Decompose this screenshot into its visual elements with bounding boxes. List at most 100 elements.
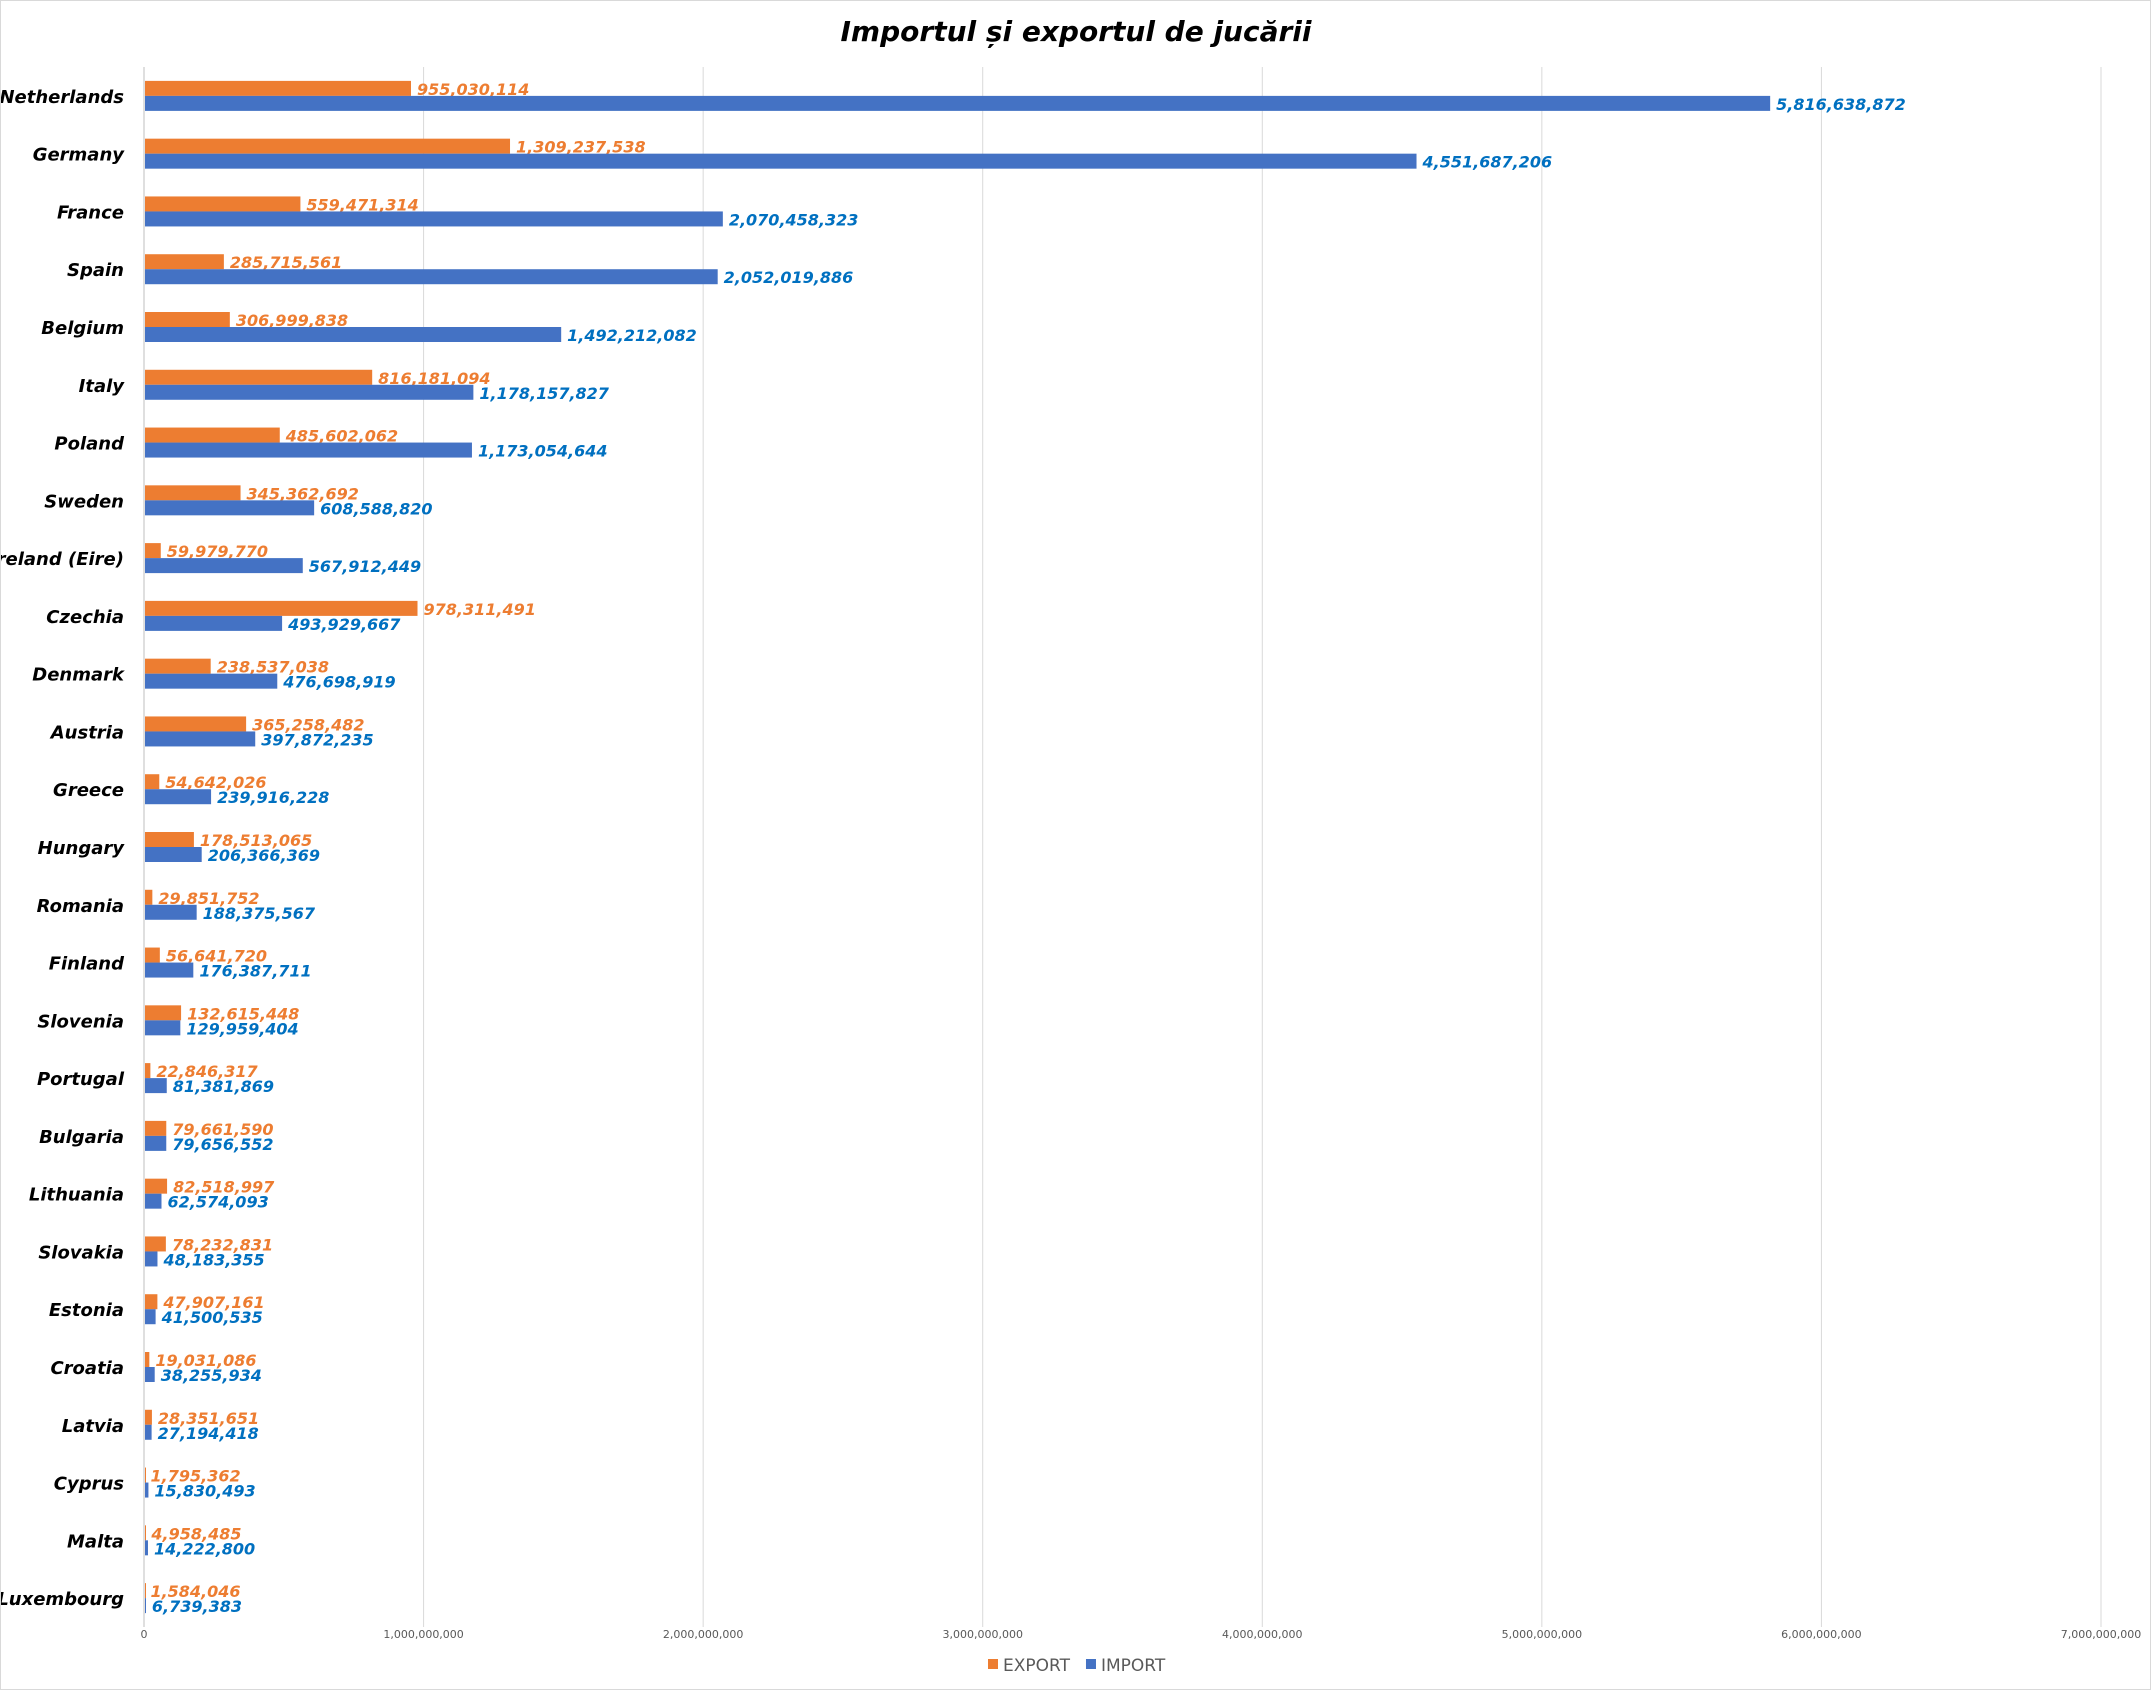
bar-export xyxy=(145,832,194,847)
data-label-export: 56,641,720 xyxy=(166,947,267,966)
bar-export xyxy=(145,1583,146,1599)
bar-import xyxy=(145,1135,167,1151)
bar-export xyxy=(145,1005,182,1021)
data-label-export: 955,030,114 xyxy=(417,80,529,99)
bar-export xyxy=(145,716,247,732)
bar-import xyxy=(145,1309,156,1325)
data-label-import: 27,194,418 xyxy=(158,1424,259,1443)
data-label-import: 567,912,449 xyxy=(309,557,421,576)
data-label-import: 176,387,711 xyxy=(199,962,311,981)
legend-swatch xyxy=(988,1659,998,1669)
category-labels: Netherlands Germany France Spain Belgium Ital… xyxy=(0,87,126,1610)
bar-import xyxy=(145,1251,158,1267)
category-label: Belgium xyxy=(41,318,124,339)
data-label-export: 79,661,590 xyxy=(172,1120,273,1139)
gridlines xyxy=(143,67,2102,1627)
bar-import xyxy=(145,153,1417,169)
bar-export xyxy=(145,543,161,559)
category-label: Estonia xyxy=(49,1300,124,1321)
category-label: Poland xyxy=(54,434,125,455)
bar-export xyxy=(145,889,153,905)
bar-import xyxy=(145,1078,167,1094)
category-label: Croatia xyxy=(50,1358,124,1379)
category-label: Cyprus xyxy=(54,1474,125,1495)
data-label-export: 485,602,062 xyxy=(285,427,398,446)
bar-export xyxy=(145,1236,166,1252)
category-label: Czechia xyxy=(46,607,124,628)
data-label-export: 132,615,448 xyxy=(187,1004,299,1023)
data-label-import: 1,178,157,827 xyxy=(479,384,609,403)
x-tick-label: 0 xyxy=(141,1628,148,1641)
data-label-import: 2,052,019,886 xyxy=(724,268,854,287)
bar-export xyxy=(145,254,224,270)
bar-import xyxy=(145,442,472,458)
data-label-import: 81,381,869 xyxy=(173,1077,274,1096)
bar-export xyxy=(145,1409,152,1425)
data-label-export: 1,795,362 xyxy=(151,1467,241,1486)
category-label: Hungary xyxy=(38,838,126,859)
data-label-export: 178,513,065 xyxy=(200,831,312,850)
bar-import xyxy=(145,95,1771,111)
category-label: Slovenia xyxy=(37,1011,124,1032)
data-label-export: 47,907,161 xyxy=(162,1293,264,1312)
data-label-export: 82,518,997 xyxy=(173,1178,275,1197)
data-label-export: 1,309,237,538 xyxy=(516,138,646,157)
category-label: Romania xyxy=(37,896,124,917)
data-label-export: 22,846,317 xyxy=(156,1062,258,1081)
bar-export xyxy=(145,1178,168,1194)
bar-export xyxy=(145,774,160,790)
category-label: Ireland (Eire) xyxy=(1,549,124,570)
category-label: Sweden xyxy=(44,491,124,512)
data-label-import: 48,183,355 xyxy=(162,1250,264,1269)
category-label: Bulgaria xyxy=(39,1127,124,1148)
category-label: Greece xyxy=(53,780,124,801)
data-label-export: 238,537,038 xyxy=(217,658,329,677)
bar-export xyxy=(145,369,373,385)
bar-import xyxy=(145,847,202,862)
bar-import xyxy=(145,558,303,574)
bar-import xyxy=(145,789,212,805)
bar-export xyxy=(145,1467,146,1483)
data-label-export: 4,958,485 xyxy=(150,1524,241,1543)
data-label-import: 14,222,800 xyxy=(154,1539,255,1558)
bar-export xyxy=(145,427,280,443)
bar-import xyxy=(145,962,194,978)
category-label: Portugal xyxy=(37,1069,125,1090)
category-label: Malta xyxy=(67,1531,124,1552)
bar-import xyxy=(145,615,283,631)
category-label: Germany xyxy=(33,145,126,166)
x-tick-label: 6,000,000,000 xyxy=(1781,1628,1861,1641)
legend: EXPORT IMPORT xyxy=(988,1656,1166,1676)
data-label-import: 397,872,235 xyxy=(261,730,373,749)
category-label: Finland xyxy=(49,954,125,975)
x-tick-label: 5,000,000,000 xyxy=(1502,1628,1582,1641)
data-label-export: 28,351,651 xyxy=(158,1409,259,1428)
legend-label: EXPORT xyxy=(1003,1656,1071,1676)
data-label-import: 206,366,369 xyxy=(208,846,320,865)
data-label-import: 41,500,535 xyxy=(161,1308,263,1327)
bar-import xyxy=(145,1193,162,1209)
bar-export xyxy=(145,312,230,327)
category-label: Latvia xyxy=(62,1416,124,1437)
x-tick-label: 2,000,000,000 xyxy=(663,1628,743,1641)
bar-export xyxy=(145,658,211,674)
data-label-export: 285,715,561 xyxy=(230,253,342,272)
bar-export xyxy=(145,1063,151,1079)
bar-export xyxy=(145,138,511,154)
chart-title: Importul și exportul de jucării xyxy=(841,15,1312,48)
data-label-import: 1,173,054,644 xyxy=(478,442,608,461)
data-label-import: 6,739,383 xyxy=(152,1597,242,1616)
x-tick-labels: 0 1,000,000,000 2,000,000,000 3,000,000,000… xyxy=(141,1628,2142,1641)
bar-import xyxy=(145,269,718,285)
data-label-import: 79,656,552 xyxy=(172,1135,273,1154)
bar-import xyxy=(145,1540,148,1556)
data-label-export: 1,584,046 xyxy=(150,1582,240,1601)
bar-export xyxy=(145,947,160,963)
x-tick-label: 4,000,000,000 xyxy=(1222,1628,1302,1641)
category-label: Slovakia xyxy=(38,1242,124,1263)
bar-export xyxy=(145,80,411,96)
data-label-import: 239,916,228 xyxy=(217,788,329,807)
x-tick-label: 1,000,000,000 xyxy=(383,1628,463,1641)
